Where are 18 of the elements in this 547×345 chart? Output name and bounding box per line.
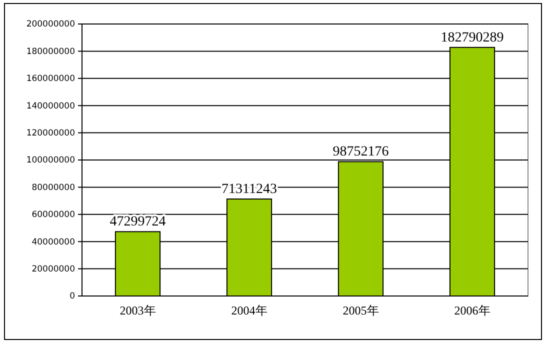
y-tick-label: 0: [70, 292, 75, 302]
y-tick-label: 100000000: [26, 156, 75, 166]
y-tick-label: 60000000: [32, 210, 75, 220]
y-tick-label: 180000000: [26, 46, 75, 57]
data-label: 47299724: [110, 214, 166, 230]
y-tick-label: 200000000: [26, 20, 75, 30]
x-tick-label: 2005年: [342, 304, 379, 318]
y-tick-label: 120000000: [26, 128, 75, 139]
x-tick-label: 2003年: [120, 304, 156, 318]
y-tick-label: 40000000: [32, 237, 75, 248]
y-tick-label: 160000000: [26, 74, 75, 84]
y-tick-label: 80000000: [32, 182, 75, 193]
x-tick-label: 2006年: [454, 304, 490, 318]
x-tick-label: 2004年: [231, 304, 268, 318]
data-label: 182790289: [440, 30, 504, 46]
y-tick-label: 140000000: [26, 101, 75, 112]
data-label: 98752176: [332, 144, 389, 160]
y-tick-label: 20000000: [32, 264, 75, 275]
